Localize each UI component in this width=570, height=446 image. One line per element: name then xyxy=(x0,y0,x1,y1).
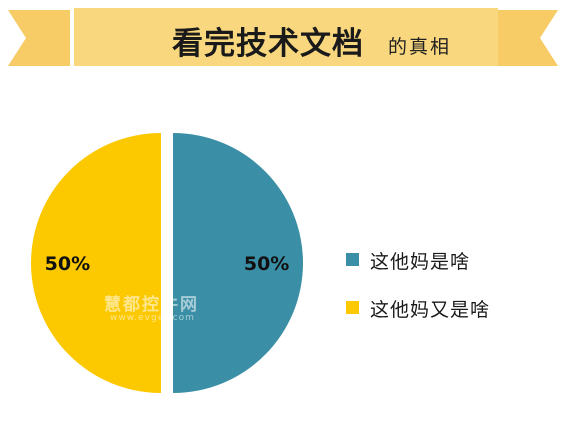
title-banner: 看完技术文档 的真相 xyxy=(0,0,570,80)
slice-value-label: 50% xyxy=(244,253,289,275)
banner-title: 看完技术文档 xyxy=(172,26,364,62)
banner-subtitle: 的真相 xyxy=(388,36,452,58)
legend-label: 这他妈是啥 xyxy=(370,251,471,273)
watermark-url: www.evget.com xyxy=(110,313,195,323)
watermark-text: 慧都控件网 xyxy=(104,295,199,315)
banner-body xyxy=(74,8,498,66)
legend-label: 这他妈又是啥 xyxy=(370,299,491,321)
pie-slice xyxy=(31,133,161,393)
legend-swatch-teal xyxy=(346,253,359,266)
banner-right-tail xyxy=(496,10,558,66)
banner-ribbon xyxy=(8,8,558,66)
legend-swatch-yellow xyxy=(346,301,359,314)
slice-value-label: 50% xyxy=(45,253,90,275)
pie-slice xyxy=(173,133,303,393)
banner-left-tail xyxy=(8,10,70,66)
